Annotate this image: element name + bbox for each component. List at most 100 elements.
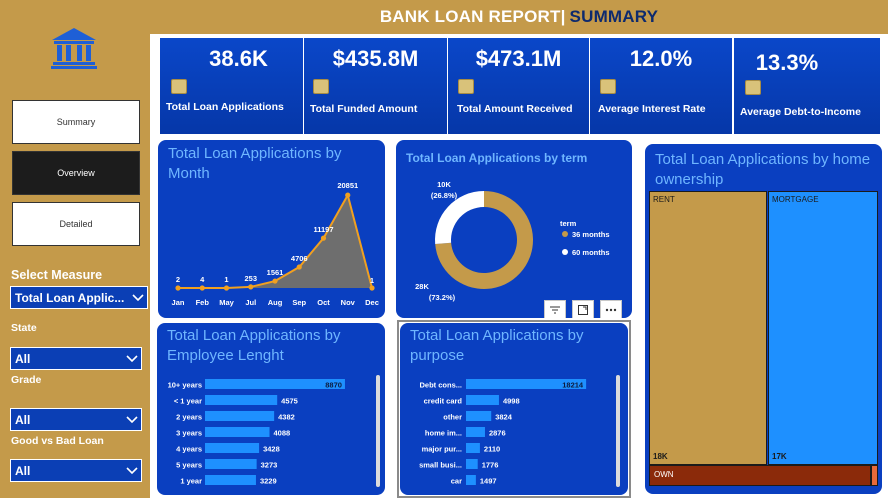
emp-length-bar-chart: 10+ years 8870 < 1 year 4575 2 years 4382 3 ye… [168,379,345,486]
month-data-point[interactable] [199,285,205,291]
nav-overview-button[interactable]: Overview [12,151,140,195]
home-ownership-card[interactable]: Total Loan Applications by home ownershi… [645,144,882,494]
measure-dropdown-value: Total Loan Applic... [15,290,125,305]
bar-value-label: 18214 [562,381,584,390]
term-slice-36-months[interactable] [435,191,533,289]
kpi-value: 13.3% [755,50,819,75]
filter-icon[interactable] [544,300,566,318]
month-tick-label: Aug [268,298,283,307]
term-slice-pct-label: (73.2%) [429,293,456,302]
kpi-value: $435.8M [332,46,419,71]
term-slice-60-months[interactable] [435,191,484,245]
bar-value-label: 2876 [489,429,506,438]
kpi-label: Total Amount Received [457,103,573,115]
term-slice-value-label: 28K [415,282,429,291]
treemap-mortgage-value: 17K [772,452,787,461]
kpi-total-funded[interactable]: $435.8M Total Funded Amount [304,38,447,134]
bar[interactable] [466,427,485,437]
bar-value-label: 4998 [503,397,520,406]
treemap-other[interactable] [871,465,878,486]
bar-category-label: Debt cons... [419,381,462,390]
kpi-value: $473.1M [475,46,562,71]
bar[interactable] [466,459,478,469]
bar-category-label: other [443,413,462,422]
bar[interactable] [205,411,275,421]
month-chart-card[interactable]: Total Loan Applications by Month 2 Jan 4 Fe… [158,140,385,318]
bar-value-label: 8870 [325,381,342,390]
month-data-point[interactable] [223,285,230,291]
bar[interactable] [466,443,480,453]
bar[interactable] [466,379,587,389]
select-measure-label: Select Measure [11,268,103,282]
month-data-point[interactable] [369,285,375,291]
term-legend-item[interactable]: 60 months [572,248,610,257]
kpi-value: 12.0% [629,46,693,71]
month-tick-label: Dec [365,298,379,307]
purpose-card[interactable]: Total Loan Applications by purpose Debt … [400,323,628,495]
kpi-chip-icon [458,79,474,94]
bar-category-label: major pur... [422,445,462,454]
kpi-avg-dti[interactable]: 13.3% Average Debt-to-Income [734,38,880,134]
bar[interactable] [466,475,476,485]
treemap-rent-value: 18K [653,452,668,461]
bar[interactable] [466,395,499,405]
state-dropdown-value: All [15,351,31,366]
purpose-title: Total Loan Applications by purpose [410,327,584,364]
term-slice-value-label: 10K [437,180,451,189]
loan-quality-dropdown[interactable]: All [10,459,142,482]
kpi-label: Total Funded Amount [310,103,418,115]
month-data-point[interactable] [175,285,181,291]
bar[interactable] [205,475,256,485]
month-chart-title: Total Loan Applications by Month [168,145,342,182]
treemap-own[interactable]: OWN [649,465,871,486]
term-legend-item[interactable]: 36 months [572,230,610,239]
month-data-point[interactable] [320,235,327,241]
scrollbar[interactable] [376,375,380,487]
more-options-icon[interactable] [600,300,622,318]
month-point-label: 2 [176,275,180,284]
kpi-total-applications[interactable]: 38.6K Total Loan Applications [160,38,303,134]
home-ownership-title: Total Loan Applications by home ownershi… [655,151,871,188]
bar-category-label: 4 years [176,445,202,454]
bar-category-label: 5 years [176,461,202,470]
kpi-total-received[interactable]: $473.1M Total Amount Received [448,38,589,134]
scrollbar[interactable] [616,375,620,487]
bar-value-label: 4088 [273,429,290,438]
term-chart-card[interactable]: Total Loan Applications by term 10K (26.8… [396,140,632,318]
treemap-mortgage-label: MORTGAGE [772,195,819,204]
bar[interactable] [205,427,270,437]
month-data-point[interactable] [296,264,302,270]
month-data-point[interactable] [345,192,351,198]
bar[interactable] [205,459,257,469]
purpose-bar-chart: Debt cons... 18214 credit card 4998 other 382… [419,379,587,486]
bar-value-label: 3428 [263,445,280,454]
bar-category-label: 3 years [176,429,202,438]
bar[interactable] [466,411,492,421]
bar[interactable] [205,443,260,453]
term-slice-pct-label: (26.8%) [431,191,458,200]
month-data-point[interactable] [248,284,254,290]
bar-category-label: 10+ years [168,381,202,390]
bar-value-label: 3824 [495,413,513,422]
month-data-point[interactable] [272,278,278,284]
kpi-chip-icon [171,79,187,94]
grade-dropdown-value: All [15,412,31,427]
measure-dropdown[interactable]: Total Loan Applic... [10,286,148,309]
nav-detailed-button[interactable]: Detailed [12,202,140,246]
bar[interactable] [205,379,345,389]
emp-length-card[interactable]: Total Loan Applications by Employee Leng… [157,323,385,495]
treemap-mortgage[interactable]: MORTGAGE 17K [768,191,878,465]
month-tick-label: Nov [341,298,356,307]
loan-quality-filter-label: Good vs Bad Loan [11,435,104,447]
nav-summary-button[interactable]: Summary [12,100,140,144]
month-tick-label: Sep [292,298,306,307]
bar[interactable] [205,395,278,405]
grade-dropdown[interactable]: All [10,408,142,431]
focus-mode-icon[interactable] [572,300,594,318]
state-dropdown[interactable]: All [10,347,142,370]
kpi-avg-interest[interactable]: 12.0% Average Interest Rate [590,38,732,134]
visual-selection-frame [397,320,631,498]
bar-value-label: 1776 [482,461,499,470]
treemap-rent[interactable]: RENT 18K [649,191,767,465]
bar-value-label: 2110 [484,445,500,454]
